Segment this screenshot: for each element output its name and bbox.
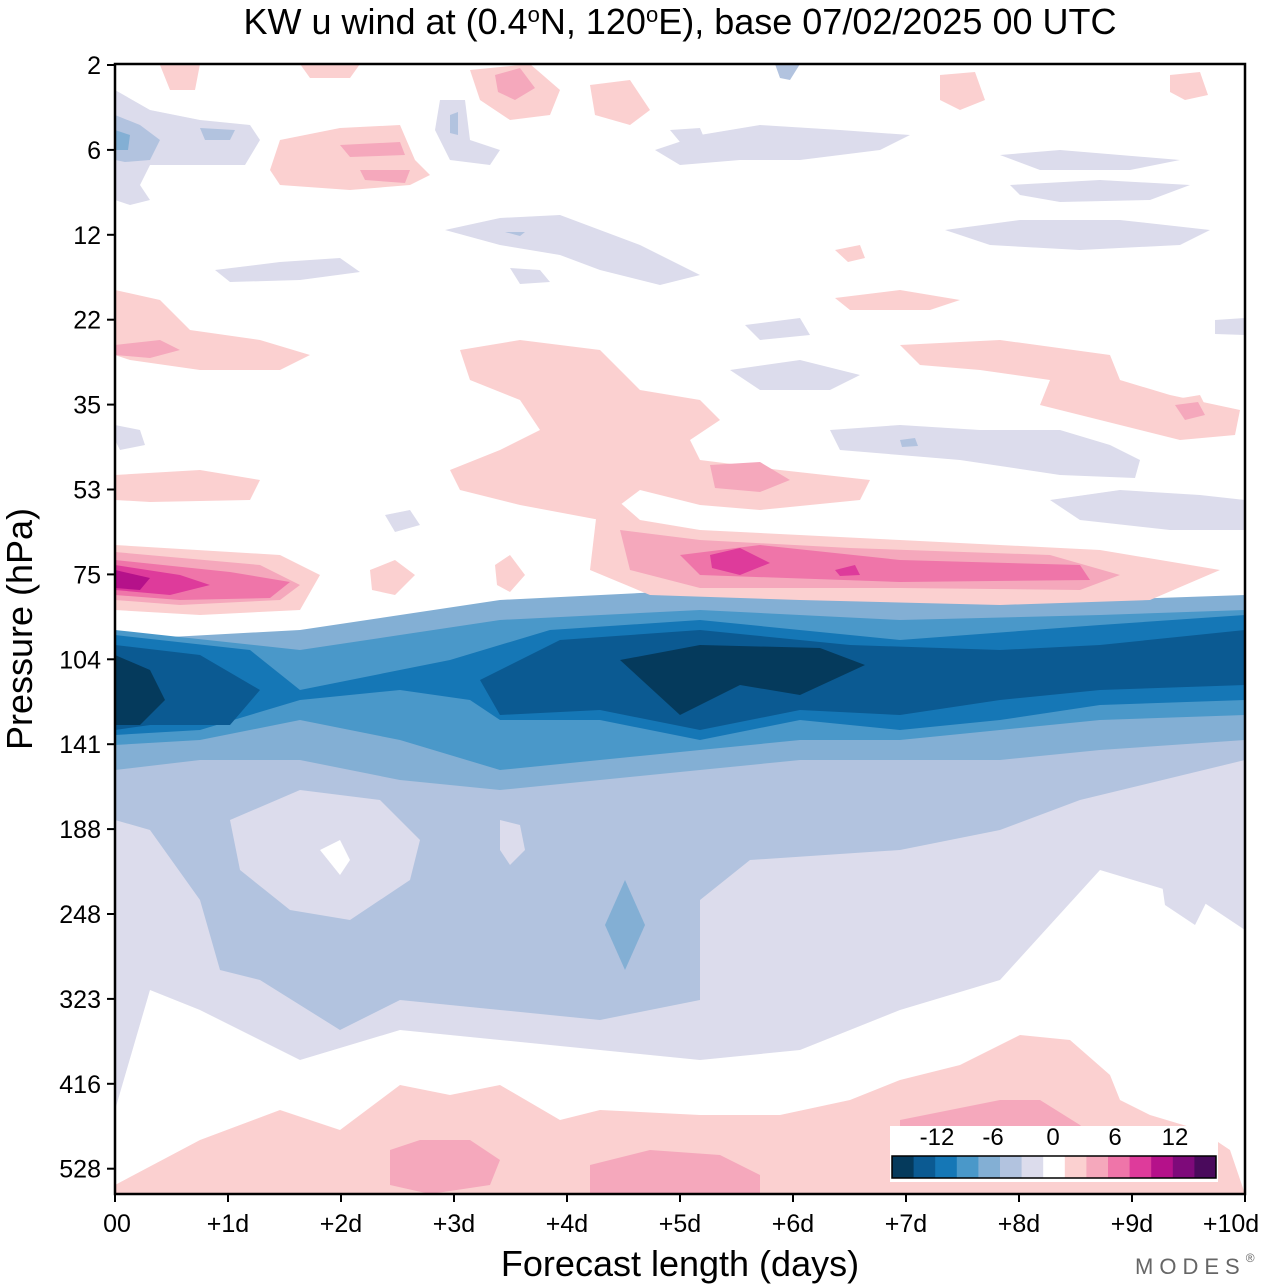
x-axis-label: Forecast length (days) — [501, 1243, 859, 1284]
colorbar-label: 6 — [1108, 1124, 1121, 1151]
x-tick-label: +2d — [320, 1210, 362, 1238]
colorbar-swatch — [913, 1156, 936, 1178]
contour-westerly-75-core — [115, 570, 150, 590]
contour-field — [115, 64, 1245, 1194]
colorbar-swatch — [956, 1156, 979, 1178]
contour-upper-pink-7 — [160, 64, 1208, 125]
colorbar-swatch — [1108, 1156, 1131, 1178]
y-tick-label: 2 — [87, 52, 101, 80]
y-tick-label: 248 — [59, 901, 101, 929]
y-tick-label: 323 — [59, 986, 101, 1014]
chart-title: KW u wind at (0.4oN, 120oE), base 07/02/… — [244, 1, 1117, 42]
colorbar-label: -12 — [920, 1124, 955, 1151]
x-tick-label: +6d — [772, 1210, 814, 1238]
x-axis: 00 +1d +2d +3d +4d +5d +6d +7d +8d +9d +10d — [103, 1194, 1259, 1238]
colorbar-swatch — [1129, 1156, 1152, 1178]
colorbar-swatch — [1194, 1156, 1217, 1178]
y-tick-label: 12 — [73, 222, 101, 250]
colorbar-swatch — [1086, 1156, 1109, 1178]
y-tick-label: 6 — [87, 137, 101, 165]
colorbar-frame — [891, 1155, 1217, 1179]
contour-upper-lav-1 — [115, 90, 260, 205]
y-axis-label: Pressure (hPa) — [0, 508, 40, 750]
colorbar-swatch — [978, 1156, 1001, 1178]
x-tick-label: +5d — [659, 1210, 701, 1238]
y-tick-label: 53 — [73, 477, 101, 505]
y-tick-label: 104 — [59, 646, 101, 674]
contour-westerly-75-mid — [115, 530, 1120, 605]
contour-upper-lav-2 — [115, 115, 235, 162]
contour-westerly-75-strong — [115, 545, 1090, 600]
y-tick-label: 35 — [73, 392, 101, 420]
y-tick-label: 22 — [73, 307, 101, 335]
x-tick-label: +7d — [885, 1210, 927, 1238]
x-tick-label: +4d — [546, 1210, 588, 1238]
colorbar-swatch — [935, 1156, 958, 1178]
y-axis: 2 6 12 22 35 53 75 104 141 188 248 323 416 528 — [59, 52, 115, 1184]
colorbar-swatch — [1064, 1156, 1087, 1178]
y-tick-label: 528 — [59, 1156, 101, 1184]
contour-easterly-15 — [115, 645, 865, 725]
x-tick-label: +8d — [998, 1210, 1040, 1238]
colorbar-swatch — [1043, 1156, 1066, 1178]
x-tick-label: +9d — [1111, 1210, 1153, 1238]
contour-upper-pink-4 — [115, 470, 260, 502]
contour-easterly-mid — [115, 710, 1245, 1030]
contour-upper-lav-3 — [115, 130, 130, 150]
contour-upper-pink-3 — [900, 340, 1240, 440]
contour-upper-lav-4 — [115, 100, 1245, 925]
colorbar-swatch — [1021, 1156, 1044, 1178]
colorbar-swatch — [1151, 1156, 1174, 1178]
colorbar-swatch — [1172, 1156, 1195, 1178]
contour-zero-hole-inner — [320, 840, 350, 875]
contour-upper-pink-strong — [115, 68, 1205, 492]
x-tick-label: +3d — [433, 1210, 475, 1238]
y-tick-label: 75 — [73, 561, 101, 589]
colorbar-swatch — [892, 1156, 915, 1178]
y-tick-label: 141 — [59, 731, 101, 759]
y-tick-label: 416 — [59, 1071, 101, 1099]
x-tick-label: 00 — [103, 1210, 131, 1238]
x-tick-label: +1d — [207, 1210, 249, 1238]
contour-easterly-patch — [605, 880, 645, 970]
colorbar: -12 -6 0 6 12 — [890, 1124, 1218, 1182]
colorbar-label: -6 — [982, 1124, 1003, 1151]
colorbar-label: 12 — [1162, 1124, 1189, 1151]
brand-logo: MODES® — [1135, 1251, 1261, 1279]
colorbar-label: 0 — [1046, 1124, 1059, 1151]
colorbar-swatch — [1000, 1156, 1023, 1178]
contour-surface-westerly-mid — [390, 1100, 1100, 1194]
y-tick-label: 188 — [59, 816, 101, 844]
x-tick-label: +10d — [1203, 1210, 1259, 1238]
